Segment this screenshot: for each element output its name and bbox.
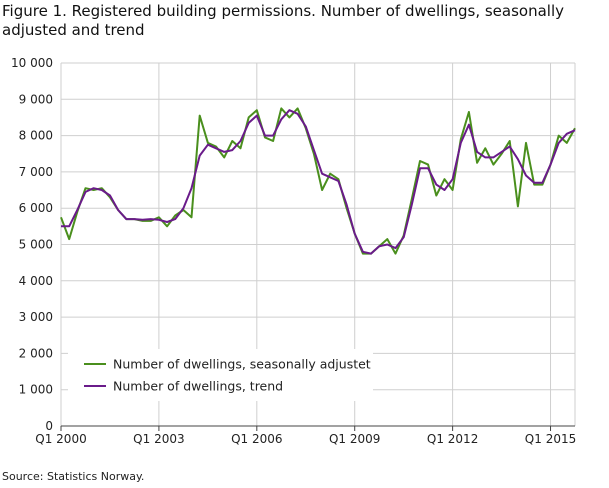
y-tick-label: 4 000 — [19, 274, 53, 288]
y-tick-label: 10 000 — [11, 56, 53, 70]
legend-label: Number of dwellings, seasonally adjustet — [113, 357, 371, 372]
x-tick-label: Q1 2009 — [329, 432, 380, 446]
y-tick-label: 7 000 — [19, 165, 53, 179]
y-tick-label: 1 000 — [19, 383, 53, 397]
y-tick-label: 9 000 — [19, 92, 53, 106]
legend-box — [68, 349, 373, 401]
series-line-trend — [61, 109, 576, 255]
source-note: Source: Statistics Norway. — [2, 470, 145, 483]
y-tick-label: 6 000 — [19, 201, 53, 215]
x-tick-label: Q1 2003 — [133, 432, 184, 446]
legend-label: Number of dwellings, trend — [113, 379, 283, 394]
x-tick-label: Q1 2012 — [427, 432, 478, 446]
y-tick-label: 2 000 — [19, 346, 53, 360]
chart-title: Figure 1. Registered building permission… — [2, 2, 564, 39]
series-lines — [60, 107, 576, 255]
legend: Number of dwellings, seasonally adjustet… — [68, 349, 373, 401]
x-tick-label: Q1 2000 — [35, 432, 86, 446]
x-axis-ticks: Q1 2000 Q1 2003 Q1 2006 Q1 2009 Q1 2012 Q1 20… — [35, 426, 576, 446]
y-tick-label: 0 — [45, 419, 53, 433]
y-tick-label: 5 000 — [19, 238, 53, 252]
y-axis-ticks: 0 1 000 2 000 3 000 4 000 5 000 6 000 7 000 8 00… — [11, 56, 53, 433]
y-tick-label: 3 000 — [19, 310, 53, 324]
x-tick-label: Q1 2015 — [525, 432, 576, 446]
y-tick-label: 8 000 — [19, 129, 53, 143]
x-tick-label: Q1 2006 — [231, 432, 282, 446]
